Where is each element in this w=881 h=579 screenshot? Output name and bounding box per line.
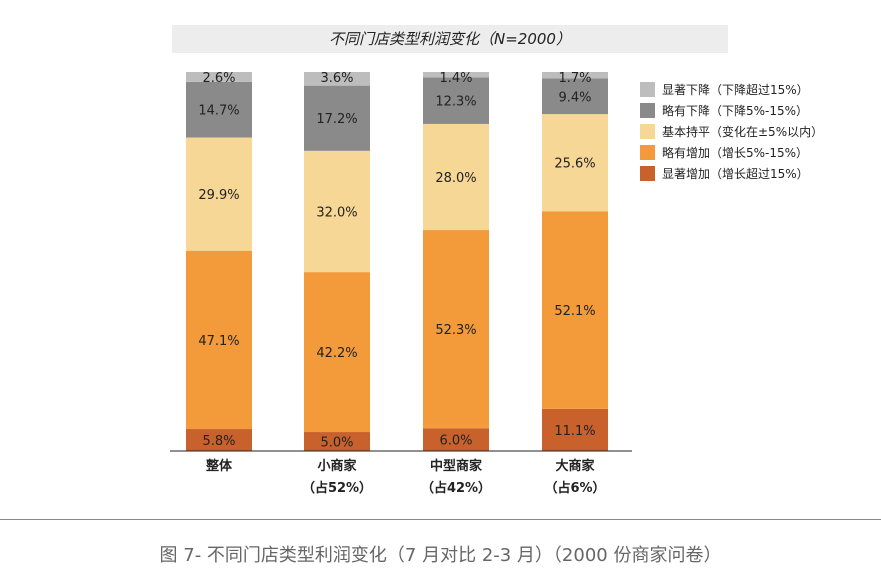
data-label: 12.3% bbox=[435, 95, 476, 110]
data-label: 52.1% bbox=[554, 304, 595, 319]
legend-item: 显著下降（下降超过15%） bbox=[640, 79, 823, 100]
data-label: 5.8% bbox=[202, 434, 235, 449]
data-label: 47.1% bbox=[198, 334, 239, 349]
legend-label: 基本持平（变化在±5%以内） bbox=[662, 125, 824, 139]
data-label: 2.6% bbox=[202, 71, 235, 86]
bar-segment bbox=[423, 428, 489, 451]
legend-swatch bbox=[640, 166, 655, 181]
data-label: 25.6% bbox=[554, 157, 595, 172]
bar-segment bbox=[423, 77, 489, 124]
legend-item: 基本持平（变化在±5%以内） bbox=[640, 121, 823, 142]
data-label: 5.0% bbox=[320, 436, 353, 451]
legend-label: 显著增加（增长超过15%） bbox=[662, 167, 809, 181]
legend-label: 显著下降（下降超过15%） bbox=[662, 83, 809, 97]
bar-segment bbox=[542, 408, 608, 451]
category-sublabel: （占6%） bbox=[544, 480, 605, 496]
bar-segment bbox=[423, 72, 489, 78]
data-label: 3.6% bbox=[320, 71, 353, 86]
legend: 显著下降（下降超过15%） 略有下降（下降5%-15%） 基本持平（变化在±5%以内… bbox=[640, 79, 823, 184]
bar-segment bbox=[423, 230, 489, 429]
bar-segment bbox=[186, 81, 252, 138]
stacked-bar-chart: 5.8% 47.1% 29.9% 14.7% 2.6% 整体 5.0% 42.2% 32.0% 1… bbox=[170, 71, 632, 496]
bar-segment bbox=[542, 211, 608, 409]
legend-swatch bbox=[640, 124, 655, 139]
data-label: 9.4% bbox=[558, 90, 591, 105]
legend-swatch bbox=[640, 103, 655, 118]
data-label: 42.2% bbox=[316, 346, 357, 361]
category-label: 小商家 bbox=[317, 458, 357, 474]
caption-divider bbox=[0, 519, 881, 520]
data-label: 52.3% bbox=[435, 323, 476, 338]
legend-swatch bbox=[640, 145, 655, 160]
legend-item: 略有增加（增长5%-15%） bbox=[640, 142, 823, 163]
bar-segment bbox=[186, 429, 252, 451]
category-sublabel: （占52%） bbox=[302, 480, 372, 496]
data-label: 11.1% bbox=[554, 424, 595, 439]
data-label: 28.0% bbox=[435, 171, 476, 186]
category-label: 大商家 bbox=[555, 458, 595, 474]
legend-label: 略有增加（增长5%-15%） bbox=[662, 146, 809, 160]
legend-swatch bbox=[640, 82, 655, 97]
category-sublabel: （占42%） bbox=[421, 480, 491, 496]
bar-segment bbox=[304, 432, 370, 451]
legend-label: 略有下降（下降5%-15%） bbox=[662, 104, 809, 118]
data-label: 1.7% bbox=[558, 71, 591, 86]
bar-segment bbox=[186, 137, 252, 251]
bar-segment bbox=[304, 272, 370, 433]
chart-title-bar bbox=[172, 25, 728, 53]
data-label: 29.9% bbox=[198, 188, 239, 203]
data-label: 17.2% bbox=[316, 112, 357, 127]
bar-segment bbox=[423, 123, 489, 231]
data-label: 32.0% bbox=[316, 205, 357, 220]
bar-segment bbox=[186, 72, 252, 82]
bar-segment bbox=[186, 250, 252, 430]
figure-caption: 图 7- 不同门店类型利润变化（7 月对比 2-3 月）（2000 份商家问卷） bbox=[159, 545, 722, 566]
bar-segment bbox=[304, 72, 370, 86]
bar-segment bbox=[542, 114, 608, 212]
data-label: 6.0% bbox=[439, 434, 472, 449]
bar-segment bbox=[304, 85, 370, 151]
bar-segment bbox=[542, 72, 608, 79]
category-label: 整体 bbox=[205, 458, 233, 474]
bar-segment bbox=[542, 78, 608, 115]
bar-segment bbox=[304, 150, 370, 273]
category-label: 中型商家 bbox=[430, 458, 483, 474]
data-label: 1.4% bbox=[439, 71, 472, 86]
legend-item: 略有下降（下降5%-15%） bbox=[640, 100, 823, 121]
legend-item: 显著增加（增长超过15%） bbox=[640, 163, 823, 184]
chart-title: 不同门店类型利润变化（N=2000） bbox=[329, 30, 571, 48]
data-label: 14.7% bbox=[198, 104, 239, 119]
